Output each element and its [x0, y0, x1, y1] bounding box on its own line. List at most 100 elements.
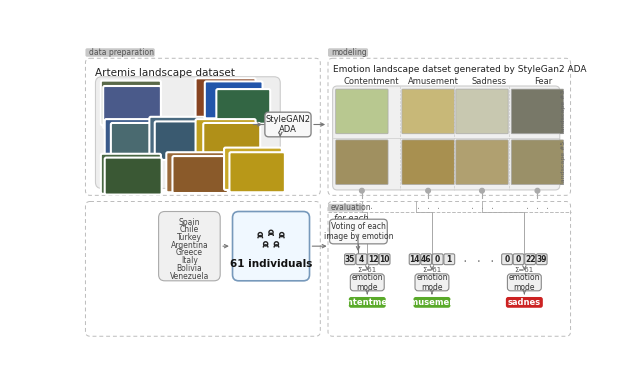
FancyBboxPatch shape	[95, 77, 280, 188]
Text: data preparation: data preparation	[88, 48, 154, 57]
FancyBboxPatch shape	[356, 254, 367, 265]
Circle shape	[360, 188, 364, 193]
FancyBboxPatch shape	[330, 219, 387, 244]
FancyBboxPatch shape	[513, 254, 524, 265]
Text: landscape #5: landscape #5	[561, 141, 566, 184]
Text: Amusement: Amusement	[408, 77, 459, 86]
Text: emotion
mode: emotion mode	[416, 273, 448, 292]
Text: amusement: amusement	[404, 298, 460, 307]
Text: . . .: . . .	[349, 202, 374, 211]
FancyBboxPatch shape	[196, 119, 255, 159]
FancyBboxPatch shape	[415, 274, 449, 291]
Text: Sadness: Sadness	[472, 77, 506, 86]
FancyBboxPatch shape	[111, 123, 164, 160]
Text: Turkey: Turkey	[177, 233, 202, 242]
Text: contentment: contentment	[337, 298, 398, 307]
Text: Fear: Fear	[534, 77, 553, 86]
FancyBboxPatch shape	[506, 297, 543, 308]
FancyBboxPatch shape	[444, 254, 454, 265]
Circle shape	[426, 188, 431, 193]
FancyBboxPatch shape	[230, 152, 285, 192]
FancyBboxPatch shape	[502, 254, 513, 265]
FancyBboxPatch shape	[367, 254, 378, 265]
FancyBboxPatch shape	[402, 89, 454, 134]
Text: Σ=61: Σ=61	[422, 267, 442, 273]
FancyBboxPatch shape	[349, 297, 386, 308]
FancyBboxPatch shape	[265, 112, 311, 137]
FancyBboxPatch shape	[333, 86, 560, 190]
FancyBboxPatch shape	[86, 48, 155, 57]
FancyBboxPatch shape	[420, 254, 431, 265]
FancyBboxPatch shape	[336, 140, 388, 185]
FancyBboxPatch shape	[105, 158, 162, 195]
Text: 1: 1	[447, 255, 452, 264]
Text: Contentment: Contentment	[344, 77, 399, 86]
Text: 35: 35	[345, 255, 355, 264]
FancyBboxPatch shape	[409, 254, 420, 265]
Text: StyleGAN2
ADA: StyleGAN2 ADA	[266, 115, 310, 134]
Text: Chile: Chile	[180, 225, 199, 234]
Text: 0: 0	[504, 255, 509, 264]
FancyBboxPatch shape	[350, 274, 384, 291]
Text: emotion
mode: emotion mode	[351, 273, 383, 292]
FancyBboxPatch shape	[344, 254, 355, 265]
FancyBboxPatch shape	[205, 81, 262, 118]
FancyBboxPatch shape	[380, 254, 390, 265]
Text: Argentina: Argentina	[170, 241, 208, 250]
Text: 39: 39	[536, 255, 547, 264]
Text: emotion
mode: emotion mode	[509, 273, 540, 292]
Circle shape	[535, 188, 540, 193]
Text: 46: 46	[421, 255, 431, 264]
Text: for each
image: for each image	[334, 214, 369, 233]
FancyBboxPatch shape	[508, 274, 541, 291]
Text: 14: 14	[410, 255, 420, 264]
Text: Italy: Italy	[181, 256, 198, 265]
Text: . . .: . . .	[525, 202, 550, 211]
Text: Greece: Greece	[176, 249, 203, 257]
Text: 10: 10	[380, 255, 390, 264]
Text: 22: 22	[525, 255, 536, 264]
Text: Venezuela: Venezuela	[170, 272, 209, 281]
FancyBboxPatch shape	[196, 78, 255, 118]
Text: Bolivia: Bolivia	[177, 264, 202, 273]
FancyBboxPatch shape	[536, 254, 547, 265]
FancyBboxPatch shape	[159, 211, 220, 281]
Text: 12: 12	[368, 255, 378, 264]
Text: . . .: . . .	[470, 202, 495, 211]
FancyBboxPatch shape	[103, 86, 161, 128]
FancyBboxPatch shape	[413, 297, 451, 308]
FancyBboxPatch shape	[511, 89, 564, 134]
Text: . . .: . . .	[415, 202, 440, 211]
FancyBboxPatch shape	[101, 154, 161, 194]
Text: modeling: modeling	[331, 48, 367, 57]
FancyBboxPatch shape	[224, 147, 282, 190]
FancyBboxPatch shape	[101, 80, 161, 125]
FancyBboxPatch shape	[204, 123, 260, 160]
FancyBboxPatch shape	[433, 254, 443, 265]
Text: 4: 4	[359, 255, 364, 264]
FancyBboxPatch shape	[456, 89, 508, 134]
FancyBboxPatch shape	[149, 117, 205, 157]
FancyBboxPatch shape	[511, 140, 564, 185]
FancyBboxPatch shape	[172, 156, 228, 193]
FancyBboxPatch shape	[155, 121, 209, 160]
FancyBboxPatch shape	[328, 204, 364, 211]
Circle shape	[480, 188, 484, 193]
FancyBboxPatch shape	[216, 89, 270, 124]
FancyBboxPatch shape	[105, 119, 160, 158]
FancyBboxPatch shape	[328, 48, 368, 57]
Text: Spain: Spain	[179, 218, 200, 227]
Text: Emotion landscape datset generated by StyleGan2 ADA: Emotion landscape datset generated by St…	[333, 65, 586, 74]
Text: 0: 0	[435, 255, 440, 264]
Text: 0: 0	[516, 255, 521, 264]
Text: sadnes: sadnes	[508, 298, 541, 307]
Text: landscape #3: landscape #3	[561, 90, 566, 133]
Text: 61 individuals: 61 individuals	[230, 259, 312, 269]
FancyBboxPatch shape	[336, 89, 388, 134]
FancyBboxPatch shape	[402, 140, 454, 185]
Text: evaluation: evaluation	[331, 203, 372, 212]
FancyBboxPatch shape	[232, 211, 310, 281]
FancyBboxPatch shape	[525, 254, 536, 265]
Text: . . .: . . .	[462, 254, 496, 264]
FancyBboxPatch shape	[456, 140, 508, 185]
